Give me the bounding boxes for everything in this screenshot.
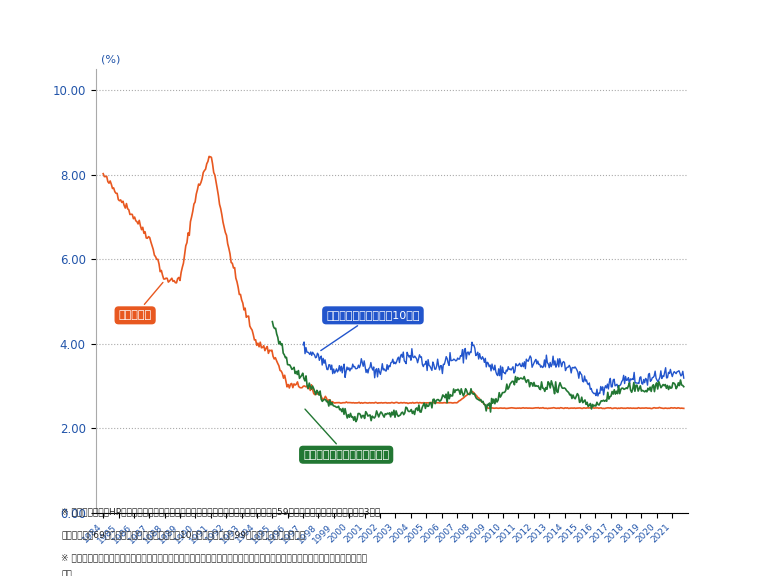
Text: 変動金利型: 変動金利型 [118, 282, 163, 320]
Text: ※ このグラフは過去の住宅ローン金利の推移を示したものであり、将来の金利動向を約束あるいは予測するものではありませ: ※ このグラフは過去の住宅ローン金利の推移を示したものであり、将来の金利動向を約… [61, 553, 367, 562]
Text: ん。: ん。 [61, 570, 72, 576]
Text: 固定金利期間選択型（３年）: 固定金利期間選択型（３年） [303, 409, 389, 460]
Text: (%): (%) [102, 55, 121, 65]
Text: 固定金利期間選択型（10年）: 固定金利期間選択型（10年） [321, 310, 419, 351]
Text: ※ 主要都市銀行のHP等により集計した金利（中央値）を掘載。なお、変動金利は昭和59年以降、固定金利期間選択型（3年）: ※ 主要都市銀行のHP等により集計した金利（中央値）を掘載。なお、変動金利は昭和… [61, 507, 380, 516]
Text: の金利は平成69年以降、固定金利期間選択型（10年）の金利は平成99年以降のデータを掘載。: の金利は平成69年以降、固定金利期間選択型（10年）の金利は平成99年以降のデー… [61, 530, 306, 539]
